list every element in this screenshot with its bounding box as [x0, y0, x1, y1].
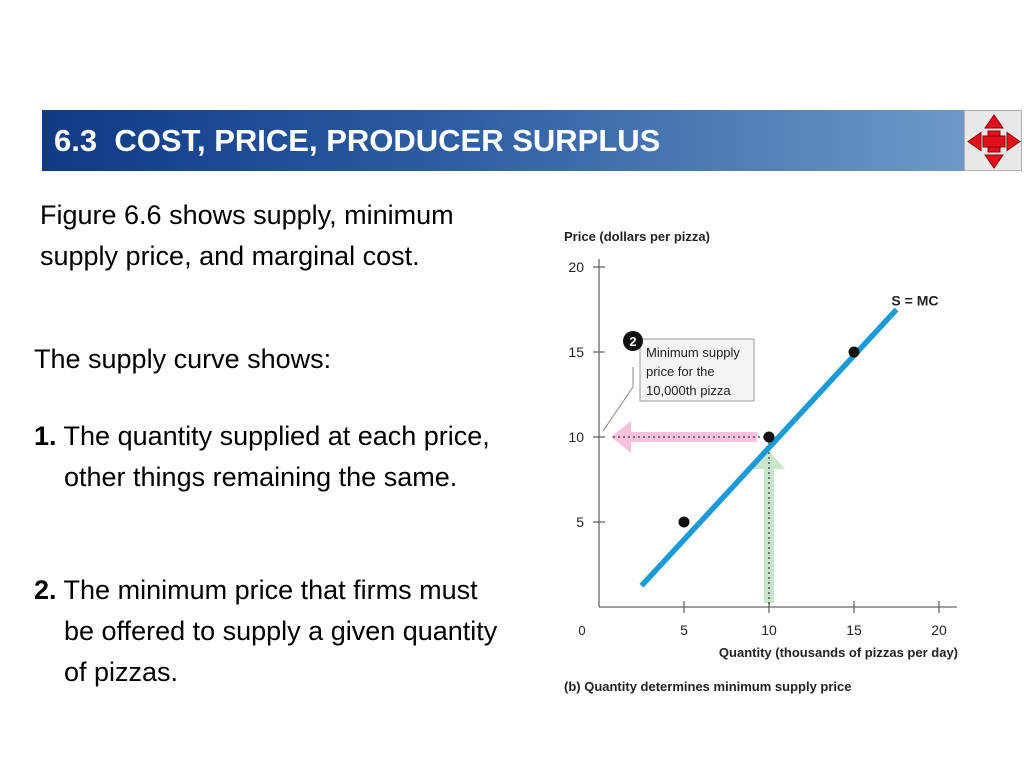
y-tick-label: 5 — [576, 514, 584, 530]
list-item: 2. The minimum price that firms must be … — [34, 570, 504, 693]
callout-text: 10,000th pizza — [646, 383, 731, 398]
x-tick-label: 5 — [680, 622, 688, 638]
item-text: The minimum price that firms must be off… — [63, 575, 498, 687]
y-tick-label: 20 — [568, 259, 584, 275]
vertical-arrow-shaft — [764, 467, 774, 603]
callout-marker — [623, 331, 643, 351]
origin-label: 0 — [578, 623, 585, 638]
title-label: COST, PRICE, PRODUCER SURPLUS — [114, 123, 661, 158]
data-point — [763, 431, 775, 443]
title-bar: 6.3 COST, PRICE, PRODUCER SURPLUS — [42, 110, 964, 171]
callout-text: price for the — [646, 364, 715, 379]
vertical-arrowhead — [753, 451, 785, 469]
list-item: 1. The quantity supplied at each price, … — [34, 416, 504, 498]
x-tick-label: 20 — [931, 622, 947, 638]
data-point — [678, 516, 690, 528]
callout-marker-label: 2 — [629, 334, 636, 349]
callout-box — [639, 338, 755, 402]
four-way-arrow-icon — [967, 114, 1021, 169]
item-number: 1. — [34, 421, 57, 451]
horizontal-arrowhead — [611, 421, 631, 453]
x-tick-label: 10 — [761, 622, 777, 638]
callout-text: Minimum supply — [646, 345, 740, 360]
x-tick-label: 15 — [846, 622, 862, 638]
series-label: S = MC — [891, 293, 938, 309]
supply-chart: Price (dollars per pizza) Quantity (thou… — [564, 229, 958, 694]
curve-heading: The supply curve shows: — [34, 344, 332, 374]
section-number: 6.3 — [54, 123, 98, 158]
x-axis-label: Quantity (thousands of pizzas per day) — [719, 645, 958, 660]
chart-callout: Minimum supply price for the 10,000th pizz… — [602, 331, 755, 432]
y-tick-label: 15 — [568, 344, 584, 360]
slide-title: 6.3 COST, PRICE, PRODUCER SURPLUS — [54, 110, 660, 171]
intro-text: Figure 6.6 shows supply, minimum supply … — [40, 200, 454, 271]
y-axis-label: Price (dollars per pizza) — [564, 229, 710, 244]
data-point — [848, 346, 860, 358]
chart-guides — [611, 421, 785, 607]
navigation-button[interactable] — [964, 110, 1022, 171]
item-text: The quantity supplied at each price, oth… — [63, 421, 490, 492]
chart-series: S = MC — [639, 293, 939, 588]
item-number: 2. — [34, 575, 57, 605]
chart-caption: (b) Quantity determines minimum supply p… — [564, 679, 852, 694]
y-tick-label: 10 — [568, 429, 584, 445]
callout-leader — [602, 367, 634, 432]
